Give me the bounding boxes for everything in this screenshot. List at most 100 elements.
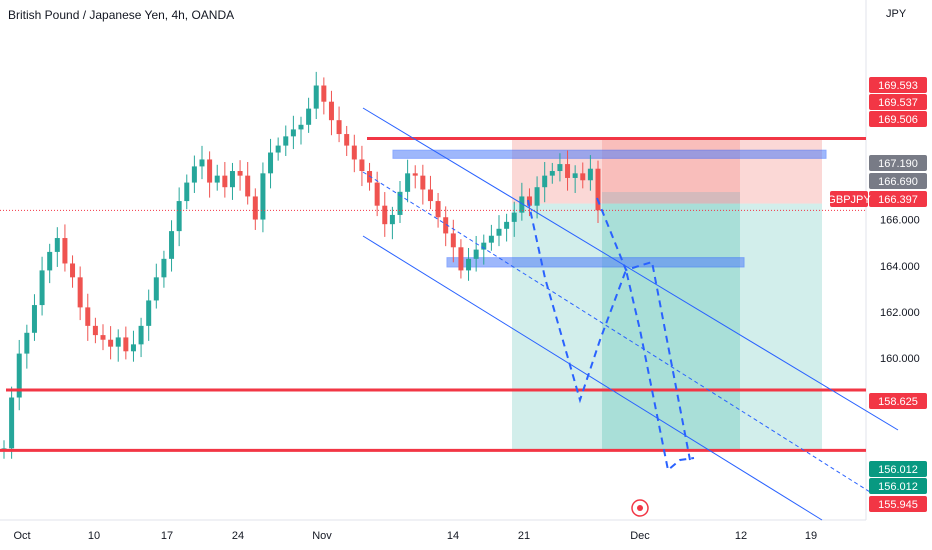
candle-body [54,238,60,252]
candle-body [115,337,121,347]
candle-body [47,251,53,271]
candle-body [488,235,494,243]
price-tick-label: 164.000 [880,261,920,273]
price-badge-label: 166.690 [878,176,918,188]
candle-body [123,337,129,352]
candle-body [92,325,98,336]
price-tick-label: 166.000 [880,215,920,227]
time-tick-label: Dec [630,530,650,542]
candle-body [321,85,327,102]
candle-body [39,270,45,306]
price-badge-label: 169.506 [878,114,918,126]
price-badge [869,461,927,477]
time-tick-label: 19 [805,530,817,542]
candle-body [572,173,578,178]
entry-band [602,192,740,204]
currency-unit: JPY [886,8,907,20]
candle-body [458,247,464,271]
candle-body [70,263,76,278]
candle-body [496,228,502,236]
price-badge-label: 166.397 [878,194,918,206]
candle-body [85,307,91,326]
price-badge-label: 155.945 [878,499,918,511]
candle-body [374,182,380,206]
price-badge [869,191,927,207]
candle-body [504,221,510,229]
candle-body [184,182,190,202]
candle-body [542,175,548,188]
candle-body [557,164,563,172]
price-badge-label: 169.537 [878,97,918,109]
candle-body [466,258,472,271]
candle-body [31,305,37,333]
candle-body [412,173,418,176]
price-badge [869,77,927,93]
candle-body [62,238,68,264]
channel-lower-line[interactable] [362,235,823,521]
time-tick-label: 21 [518,530,530,542]
chart-title: British Pound / Japanese Yen, 4h, OANDA [8,8,235,22]
candle-body [283,136,289,146]
time-tick-label: Oct [13,530,30,542]
time-tick-label: 10 [88,530,100,542]
candle-body [290,129,296,137]
candle-body [161,258,167,278]
candle-body [519,196,525,213]
candle-body [595,168,601,211]
candle-body [214,175,220,183]
candle-body [268,152,274,174]
candle-body [382,205,388,225]
price-badge [869,173,927,189]
candle-body [336,120,342,135]
candle-body [359,159,365,172]
candle-body [328,101,334,121]
demand-zone-box[interactable] [446,257,745,268]
candle-body [24,332,30,354]
candle-body [16,353,22,398]
candle-body [367,171,373,183]
candle-body [526,196,532,206]
price-badge-label: 156.012 [878,481,918,493]
event-marker-dot-icon [637,505,643,511]
time-tick-label: 17 [161,530,173,542]
candle-body [176,201,182,232]
candle-body [138,325,144,345]
candle-body [450,233,456,248]
price-badge-label: 169.593 [878,80,918,92]
projected-path-2 [596,197,691,461]
time-tick-label: Nov [312,530,332,542]
candle-body [298,124,304,130]
symbol-badge [830,191,868,207]
price-badge [869,393,927,409]
candle-body [191,166,197,183]
projected-path-1 [527,199,695,472]
channel-upper-line[interactable] [362,107,899,431]
candle-body [77,277,83,308]
price-badge-label: 158.625 [878,396,918,408]
symbol-badge-label: GBPJPY [827,194,871,206]
candle-body [245,175,251,197]
candle-body [146,300,152,326]
channel-median-line[interactable] [362,171,871,493]
time-tick-label: 24 [232,530,244,542]
supply-zone-box[interactable] [392,149,827,159]
candle-body [580,173,586,181]
candle-body [534,187,540,206]
candle-body [473,249,479,259]
time-tick-label: 14 [447,530,459,542]
candle-body [587,168,593,181]
candle-body [229,171,235,188]
price-tick-label: 162.000 [880,307,920,319]
candle-body [443,217,449,234]
candle-body [207,159,213,183]
candle-body [405,173,411,192]
candle-body [427,189,433,202]
candle-body [237,171,243,176]
candle-body [313,85,319,109]
price-tick-label: 160.000 [880,353,920,365]
price-badge [869,155,927,171]
candle-body [397,191,403,215]
price-badge [869,94,927,110]
candle-body [351,145,357,160]
